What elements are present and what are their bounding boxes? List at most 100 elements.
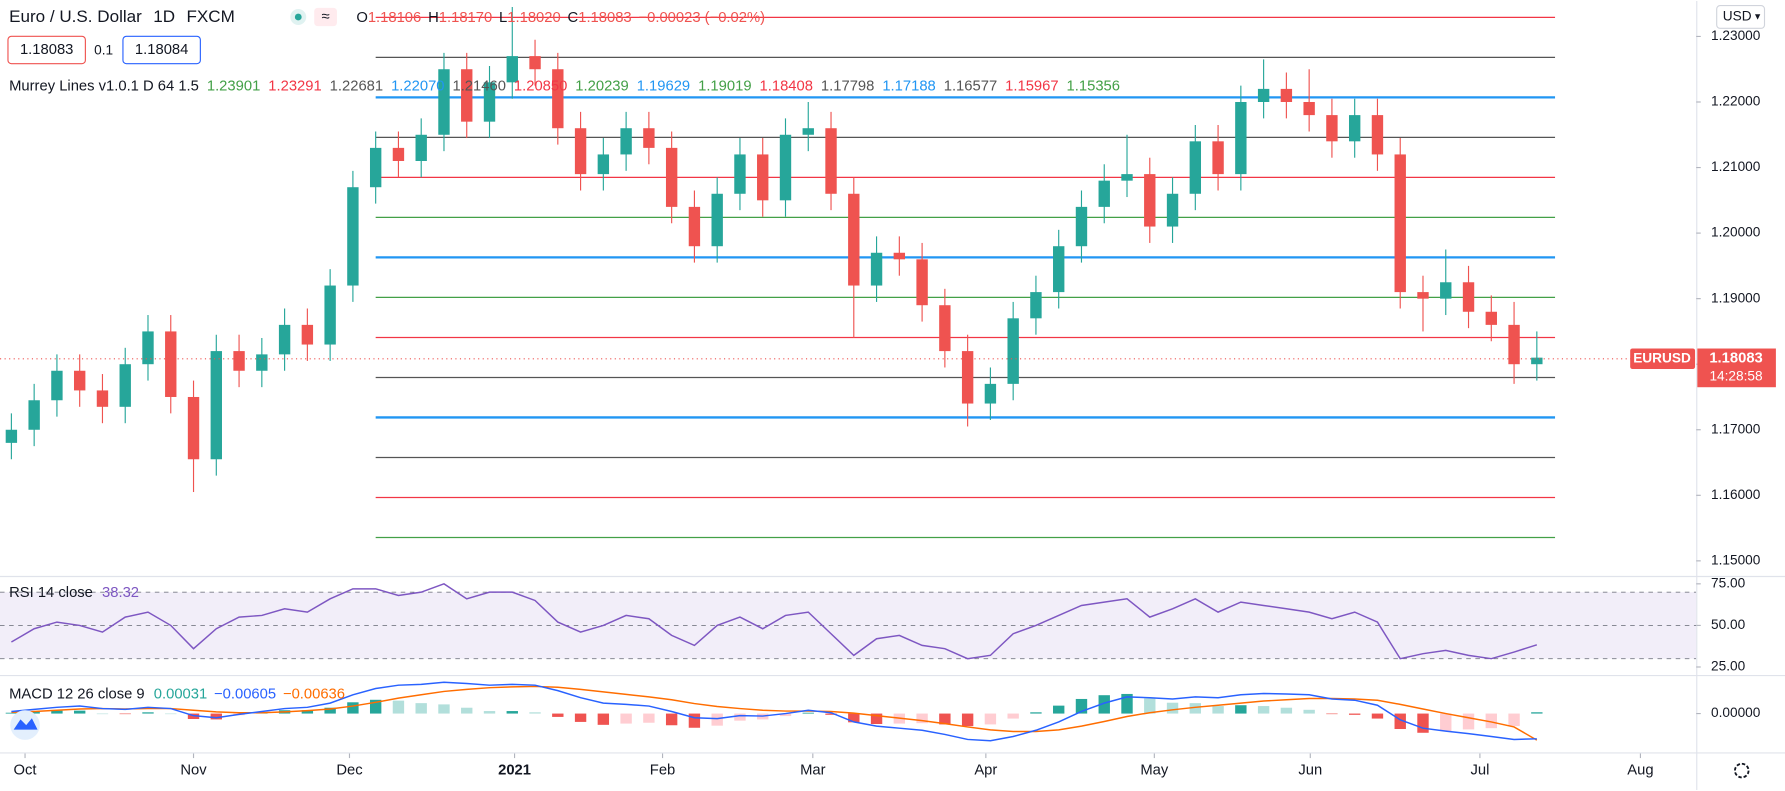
macd-histogram-bar [597,713,610,725]
macd-histogram-bar [1053,705,1065,714]
buy-price[interactable]: 1.18084 [135,42,188,58]
candle-body [1394,154,1406,293]
candle-body [1212,141,1224,175]
price-tag [1697,348,1776,388]
murrey-level-label: 1.23291 [268,78,321,94]
ohlc-value: 1.18106 [368,10,421,26]
macd-histogram-bar [779,713,792,717]
candle-body [1075,206,1088,247]
macd-histogram-bar [1007,713,1019,719]
currency[interactable]: USD [1723,9,1752,24]
interval: 1D [153,6,175,25]
symbol-tag [1630,348,1696,370]
candle-body [392,147,405,161]
macd-histogram-bar [1462,713,1475,730]
y-tick-label: 1.22000 [1711,94,1761,109]
signal-line [11,685,1538,741]
candle-body [1189,141,1202,194]
murrey-level-label: 1.20850 [514,78,567,94]
macd-histogram-bar [1508,713,1520,727]
candle-body [711,193,723,247]
x-tick-label: Mar [800,763,826,779]
macd-title: MACD 12 26 close 9 [9,686,145,702]
candle-body [165,331,177,397]
candle-body [5,429,18,443]
macd-histogram-bar [552,713,564,717]
y-tick-label: 75.00 [1711,575,1746,590]
murrey-level-label: 1.19019 [698,78,751,94]
rsi-value: 38.32 [102,585,139,601]
macd-histogram-bar [1417,713,1429,733]
macd-histogram-bar [802,712,814,714]
candle-body [1121,174,1133,181]
macd-histogram-bar [1235,705,1247,714]
macd-histogram-bar [1326,713,1338,715]
candle-body [825,128,837,194]
macd-histogram-bar [96,713,109,715]
murrey-level-label: 1.17798 [821,78,874,94]
macd-histogram-bar [506,711,518,714]
currency-button[interactable] [1716,5,1766,29]
y-tick-label: 1.23000 [1711,28,1761,43]
macd-histogram-bar [1485,713,1497,729]
macd-histogram-bar [461,707,473,714]
candle-body [779,134,792,201]
candle-body [597,154,610,175]
ohlc-value: 1.18083 [578,10,631,26]
x-tick-label: Dec [336,763,362,779]
sell-button[interactable] [7,35,86,65]
macd-histogram-bar [1075,698,1088,714]
sell-price[interactable]: 1.18083 [20,42,73,58]
candle-body [552,69,564,129]
candle-body [1053,246,1065,293]
macd-histogram-bar [870,713,883,725]
macd-histogram-bar [5,712,18,714]
murrey-level-label: 1.18408 [760,78,813,94]
macd-histogram-bar [415,703,427,714]
murrey-title: Murrey Lines v1.0.1 D 64 1.5 [9,78,199,94]
x-tick-label: May [1140,763,1169,779]
settings-icon[interactable] [1734,762,1750,779]
ohlc-key: O [356,10,368,26]
candle-body [461,69,473,122]
macd-histogram-bar [1144,698,1156,714]
candle-body [870,252,883,286]
header: Euro / U.S. Dollar 1D FXCM ≈ O1.18106 H1.18… [7,5,1766,779]
macd-histogram-bar [688,713,701,728]
symbol-tag-label: EURUSD [1633,350,1691,365]
macd-histogram-bar [643,713,655,723]
histogram-value: 0.00031 [154,686,207,702]
exchange: FXCM [186,6,234,25]
rsi-legend: RSI 14 close 38.32 [9,585,139,601]
spread: 0.1 [94,43,113,58]
macd-histogram-bar [916,713,928,724]
candle-body [916,259,928,306]
candle-body [369,147,382,188]
macd-histogram-bar [939,713,951,725]
y-tick-label: 1.19000 [1711,290,1761,305]
candle-body [210,351,222,460]
macd-histogram-bar [165,713,177,715]
status-icon-dot [294,13,302,21]
data-status-icon[interactable] [314,7,337,27]
candle-body [187,396,200,460]
buy-button[interactable] [122,35,201,65]
signal-value: −0.00636 [283,686,345,702]
ohlc-value: 1.18020 [507,10,560,26]
candle-body [142,331,154,365]
countdown: 14:28:58 [1709,369,1762,384]
y-tick-label: 1.17000 [1711,421,1761,436]
ohlc-key: C [568,10,579,26]
candle-body [438,69,450,135]
rsi-line [11,583,1538,660]
candle-body [347,187,359,286]
candle-body [529,56,541,70]
candle-body [961,351,974,404]
candle-body [301,324,314,345]
candle-body [1280,88,1293,102]
murrey-level-label: 1.15967 [1005,78,1058,94]
macd-histogram-bar [984,713,997,725]
candle-body [73,370,86,391]
macd-histogram-bar [438,704,450,714]
